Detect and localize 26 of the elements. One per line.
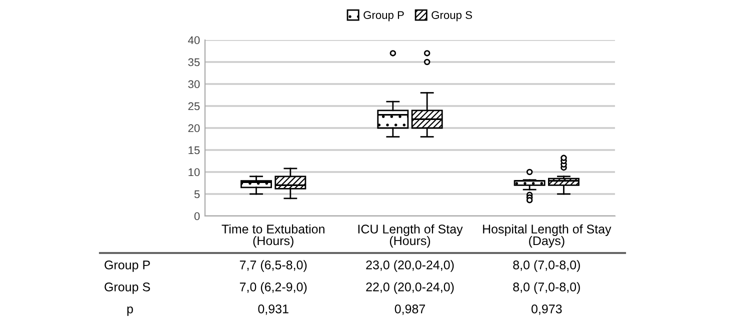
text: 8,0 (7,0-8,0) bbox=[513, 260, 580, 272]
text: Group S bbox=[104, 282, 150, 294]
y-tick-label: 25 bbox=[188, 102, 200, 110]
text: 7,0 (6,2-9,0) bbox=[240, 282, 307, 294]
y-tick-label: 35 bbox=[188, 58, 200, 66]
y-tick-label: 15 bbox=[188, 146, 200, 154]
y-tick-label: 40 bbox=[188, 36, 200, 44]
x-tick-label: Hospital Length of Stay (Days) bbox=[483, 224, 612, 248]
y-tick-label: 10 bbox=[188, 168, 200, 176]
text: 7,7 (6,5-8,0) bbox=[240, 260, 307, 272]
y-tick-label: 20 bbox=[188, 124, 200, 132]
text: 0,987 bbox=[394, 304, 426, 315]
y-tick-label: 0 bbox=[194, 212, 200, 220]
text: 22,0 (20,0-24,0) bbox=[366, 282, 454, 294]
text: 0,973 bbox=[532, 304, 562, 315]
text: p bbox=[127, 306, 133, 316]
text: 8,0 (7,0-8,0) bbox=[513, 282, 580, 294]
y-tick-label: 30 bbox=[188, 80, 200, 88]
x-tick-label: ICU Length of Stay (Hours) bbox=[358, 224, 463, 248]
x-tick-label: Time to Extubation (Hours) bbox=[222, 224, 324, 248]
text: Group P bbox=[104, 260, 150, 272]
legend-label: Group S bbox=[432, 11, 472, 22]
y-tick-label: 5 bbox=[194, 190, 200, 198]
text: 0,931 bbox=[258, 304, 288, 315]
legend-label: Group P bbox=[364, 11, 404, 22]
text: 23,0 (20,0-24,0) bbox=[366, 260, 454, 272]
